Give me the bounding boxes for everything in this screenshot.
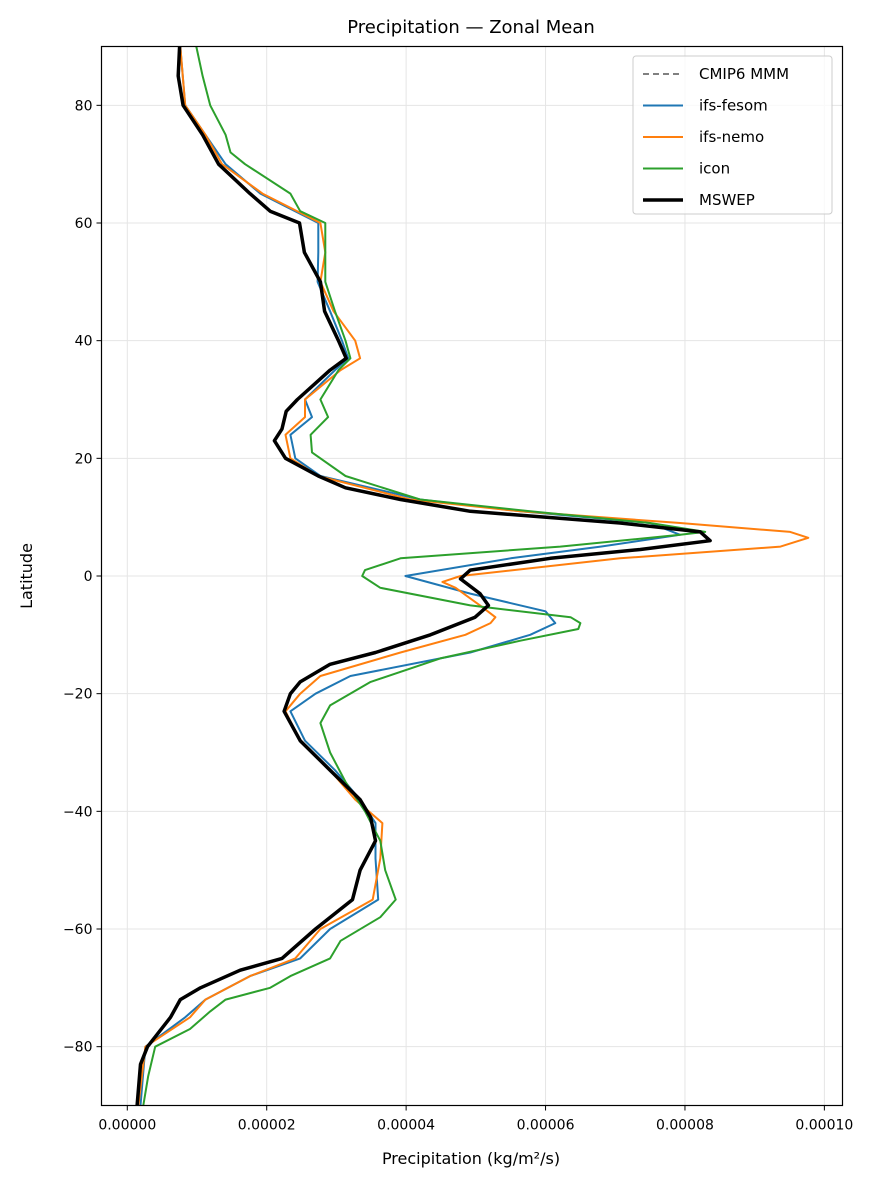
- y-tick-label: 20: [75, 451, 93, 467]
- series-lines: [135, 46, 810, 1106]
- series-line-mswep: [135, 46, 712, 1106]
- series-line-ifs-nemo: [137, 46, 810, 1106]
- y-tick-label: 40: [75, 334, 93, 350]
- grid: [101, 46, 843, 1106]
- x-tick-label: 0.00006: [517, 1118, 575, 1134]
- y-tick-label: −40: [63, 804, 93, 820]
- x-tick-label: 0.00000: [98, 1118, 156, 1134]
- x-tick-label: 0.00002: [238, 1118, 296, 1134]
- x-tick-label: 0.00010: [795, 1118, 853, 1134]
- x-tick-label: 0.00008: [656, 1118, 714, 1134]
- y-tick-label: −20: [63, 687, 93, 703]
- x-axis-label: Precipitation (kg/m²/s): [382, 1149, 560, 1168]
- series-line-icon: [142, 46, 707, 1106]
- legend: CMIP6 MMM ifs-fesom ifs-nemo icon MSWEP: [632, 55, 833, 215]
- legend-box: [632, 55, 833, 215]
- y-tick-label: 60: [75, 216, 93, 232]
- y-tick-label: −80: [63, 1040, 93, 1056]
- axis-ticks: 0.00000 0.00002 0.00004 0.00006 0.00008 0.000…: [63, 98, 853, 1133]
- legend-label: ifs-fesom: [699, 97, 768, 115]
- y-tick-label: −60: [63, 922, 93, 938]
- x-tick-label: 0.00004: [377, 1118, 435, 1134]
- legend-label: icon: [699, 160, 730, 178]
- chart-title: Precipitation — Zonal Mean: [347, 17, 595, 38]
- legend-label: CMIP6 MMM: [699, 65, 789, 83]
- y-axis-label: Latitude: [17, 543, 36, 609]
- legend-label: MSWEP: [699, 191, 755, 209]
- y-tick-label: 80: [75, 98, 93, 114]
- y-tick-label: 0: [84, 569, 93, 585]
- legend-label: ifs-nemo: [699, 128, 764, 146]
